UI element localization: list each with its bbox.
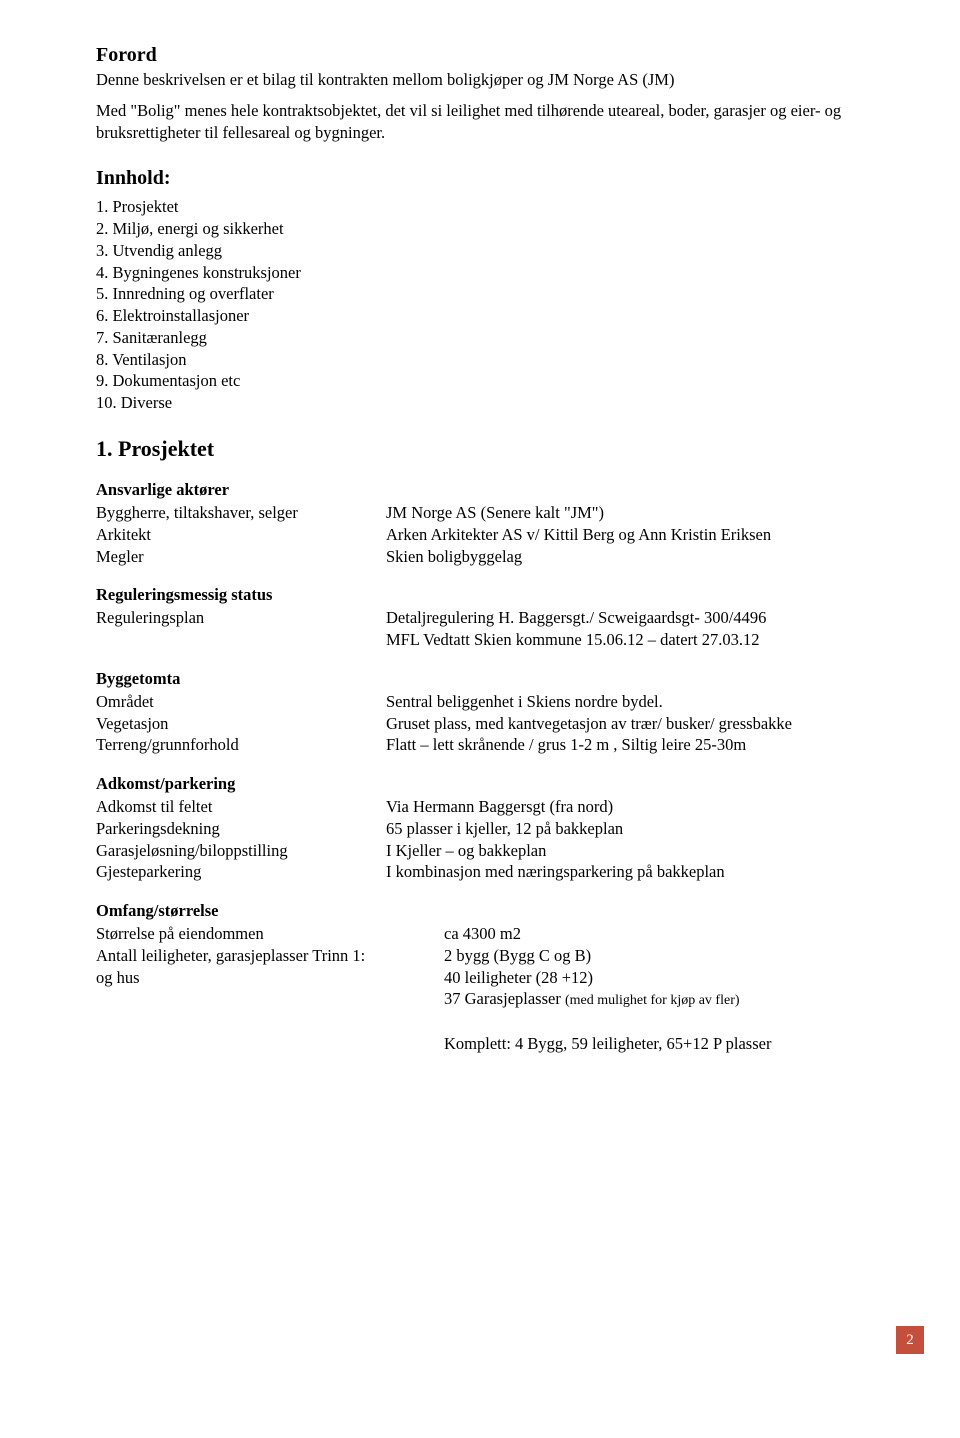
- innhold-item: 3. Utvendig anlegg: [96, 240, 864, 262]
- size-row: Størrelse på eiendommen ca 4300 m2: [96, 923, 740, 945]
- kv-value: Detaljregulering H. Baggersgt./ Scweigaa…: [386, 607, 766, 651]
- innhold-item: 1. Prosjektet: [96, 196, 864, 218]
- regulering-table: Reguleringsplan Detaljregulering H. Bagg…: [96, 607, 766, 651]
- kv-row: Arkitekt Arken Arkitekter AS v/ Kittil B…: [96, 524, 771, 546]
- ansvarlige-heading: Ansvarlige aktører: [96, 480, 864, 500]
- size-row: 37 Garasjeplasser (med mulighet for kjøp…: [96, 988, 740, 1010]
- kv-label: Arkitekt: [96, 524, 386, 546]
- size-left: [96, 988, 444, 1010]
- kv-value: Via Hermann Baggersgt (fra nord): [386, 796, 725, 818]
- kv-value: I Kjeller – og bakkeplan: [386, 840, 725, 862]
- kv-label: Garasjeløsning/biloppstilling: [96, 840, 386, 862]
- innhold-item: 9. Dokumentasjon etc: [96, 370, 864, 392]
- kv-label: Byggherre, tiltakshaver, selger: [96, 502, 386, 524]
- size-row: og hus 40 leiligheter (28 +12): [96, 967, 740, 989]
- adkomst-heading: Adkomst/parkering: [96, 774, 864, 794]
- size-right: 37 Garasjeplasser (med mulighet for kjøp…: [444, 988, 740, 1010]
- kv-value: 65 plasser i kjeller, 12 på bakkeplan: [386, 818, 725, 840]
- innhold-item: 7. Sanitæranlegg: [96, 327, 864, 349]
- size-row: Komplett: 4 Bygg, 59 leiligheter, 65+12 …: [96, 1033, 771, 1055]
- kv-label: Vegetasjon: [96, 713, 386, 735]
- innhold-item: 10. Diverse: [96, 392, 864, 414]
- size-right: 40 leiligheter (28 +12): [444, 967, 740, 989]
- size-right: 2 bygg (Bygg C og B): [444, 945, 740, 967]
- kv-value: Skien boligbyggelag: [386, 546, 771, 568]
- kv-row: Området Sentral beliggenhet i Skiens nor…: [96, 691, 792, 713]
- page: Forord Denne beskrivelsen er et bilag ti…: [0, 0, 960, 1378]
- byggetomta-table: Området Sentral beliggenhet i Skiens nor…: [96, 691, 792, 756]
- kv-value: Sentral beliggenhet i Skiens nordre byde…: [386, 691, 792, 713]
- size-left: og hus: [96, 967, 444, 989]
- kv-row: Reguleringsplan Detaljregulering H. Bagg…: [96, 607, 766, 651]
- forord-p2: Med "Bolig" menes hele kontraktsobjektet…: [96, 100, 864, 143]
- kv-row: Parkeringsdekning 65 plasser i kjeller, …: [96, 818, 725, 840]
- size-right-main: 37 Garasjeplasser: [444, 989, 565, 1008]
- kv-row: Byggherre, tiltakshaver, selger JM Norge…: [96, 502, 771, 524]
- size-right: Komplett: 4 Bygg, 59 leiligheter, 65+12 …: [444, 1033, 771, 1055]
- omfang-heading: Omfang/størrelse: [96, 901, 864, 921]
- kv-value: Flatt – lett skrånende / grus 1-2 m , Si…: [386, 734, 792, 756]
- size-left: Antall leiligheter, garasjeplasser Trinn…: [96, 945, 444, 967]
- kv-row: Adkomst til feltet Via Hermann Baggersgt…: [96, 796, 725, 818]
- regulering-heading: Reguleringsmessig status: [96, 585, 864, 605]
- size-right: ca 4300 m2: [444, 923, 740, 945]
- section1-heading: 1. Prosjektet: [96, 436, 864, 462]
- kv-label: Megler: [96, 546, 386, 568]
- size-left: Størrelse på eiendommen: [96, 923, 444, 945]
- innhold-item: 5. Innredning og overflater: [96, 283, 864, 305]
- kv-label: Adkomst til feltet: [96, 796, 386, 818]
- size-left: [96, 1033, 444, 1055]
- kv-label: Området: [96, 691, 386, 713]
- kv-row: Vegetasjon Gruset plass, med kantvegetas…: [96, 713, 792, 735]
- omfang-komplett: Komplett: 4 Bygg, 59 leiligheter, 65+12 …: [96, 1033, 771, 1055]
- kv-label: Reguleringsplan: [96, 607, 386, 651]
- kv-label: Terreng/grunnforhold: [96, 734, 386, 756]
- kv-value: I kombinasjon med næringsparkering på ba…: [386, 861, 725, 883]
- innhold-item: 2. Miljø, energi og sikkerhet: [96, 218, 864, 240]
- forord-p1: Denne beskrivelsen er et bilag til kontr…: [96, 69, 864, 90]
- size-right-small: (med mulighet for kjøp av fler): [565, 993, 740, 1008]
- page-number-badge: 2: [896, 1326, 924, 1354]
- kv-row: Terreng/grunnforhold Flatt – lett skråne…: [96, 734, 792, 756]
- ansvarlige-table: Byggherre, tiltakshaver, selger JM Norge…: [96, 502, 771, 567]
- kv-label: Parkeringsdekning: [96, 818, 386, 840]
- forord-heading: Forord: [96, 44, 864, 67]
- kv-label: Gjesteparkering: [96, 861, 386, 883]
- omfang-table: Størrelse på eiendommen ca 4300 m2 Antal…: [96, 923, 740, 1011]
- innhold-heading: Innhold:: [96, 167, 864, 190]
- kv-value: Arken Arkitekter AS v/ Kittil Berg og An…: [386, 524, 771, 546]
- kv-row: Megler Skien boligbyggelag: [96, 546, 771, 568]
- kv-row: Garasjeløsning/biloppstilling I Kjeller …: [96, 840, 725, 862]
- kv-row: Gjesteparkering I kombinasjon med næring…: [96, 861, 725, 883]
- adkomst-table: Adkomst til feltet Via Hermann Baggersgt…: [96, 796, 725, 883]
- byggetomta-heading: Byggetomta: [96, 669, 864, 689]
- innhold-list: 1. Prosjektet 2. Miljø, energi og sikker…: [96, 196, 864, 414]
- innhold-item: 6. Elektroinstallasjoner: [96, 305, 864, 327]
- innhold-item: 4. Bygningenes konstruksjoner: [96, 262, 864, 284]
- innhold-item: 8. Ventilasjon: [96, 349, 864, 371]
- kv-value: JM Norge AS (Senere kalt "JM"): [386, 502, 771, 524]
- kv-value: Gruset plass, med kantvegetasjon av trær…: [386, 713, 792, 735]
- size-row: Antall leiligheter, garasjeplasser Trinn…: [96, 945, 740, 967]
